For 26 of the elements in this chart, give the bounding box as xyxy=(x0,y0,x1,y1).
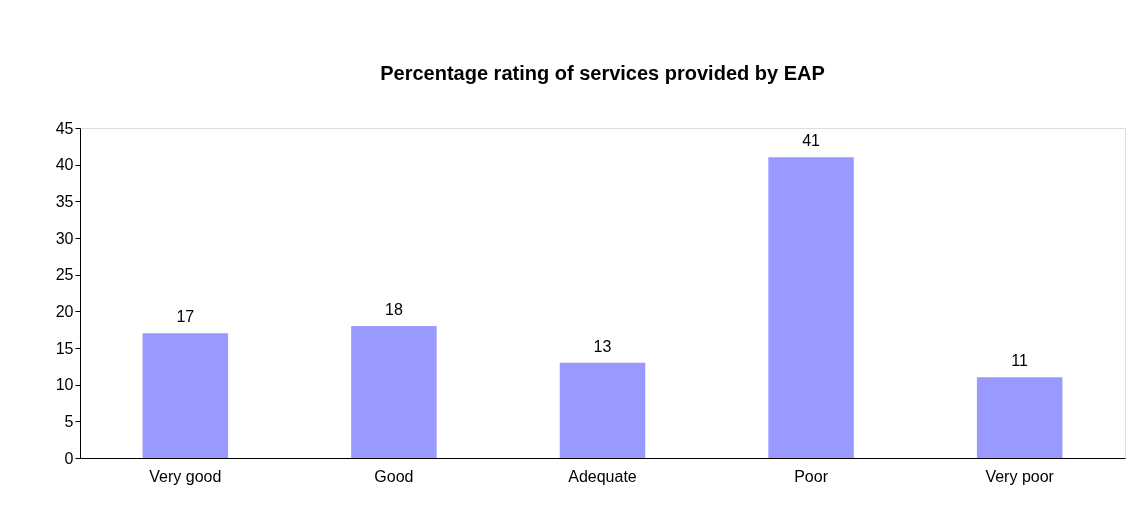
data-label: 18 xyxy=(385,301,403,318)
bar xyxy=(768,157,854,458)
data-label: 41 xyxy=(802,132,821,150)
y-tick-label: 35 xyxy=(55,192,74,210)
y-tick-label: 20 xyxy=(55,302,74,320)
chart-title: Percentage rating of services provided by EAP xyxy=(380,62,825,84)
data-label: 17 xyxy=(176,308,195,326)
y-tick-label: 5 xyxy=(64,412,74,430)
y-tick-label: 40 xyxy=(55,156,74,174)
bar xyxy=(559,362,646,458)
x-tick-label: Very good xyxy=(149,467,222,485)
data-label: 11 xyxy=(1011,352,1029,370)
x-tick-label: Good xyxy=(374,467,414,485)
y-tick-label: 45 xyxy=(55,119,74,137)
x-tick-label: Poor xyxy=(794,467,829,485)
bar xyxy=(351,326,437,458)
y-tick-label: 25 xyxy=(55,266,74,284)
y-tick-label: 0 xyxy=(64,449,74,467)
bar xyxy=(142,333,229,458)
y-tick-label: 10 xyxy=(55,376,74,394)
x-tick-label: Very poor xyxy=(985,467,1055,485)
data-label: 13 xyxy=(593,337,612,355)
bar xyxy=(976,377,1063,458)
x-tick-label: Adequate xyxy=(568,467,637,485)
y-tick-label: 15 xyxy=(55,339,74,357)
y-tick-label: 30 xyxy=(55,229,74,247)
